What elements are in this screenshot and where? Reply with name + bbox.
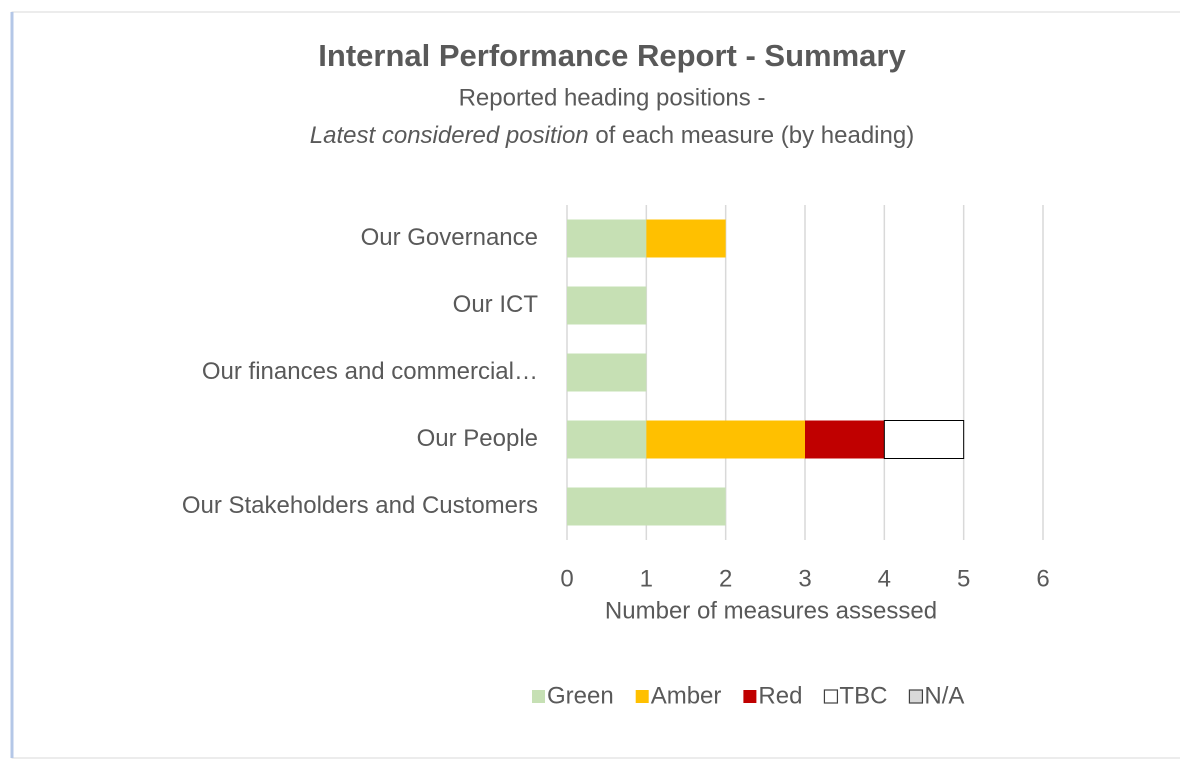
legend-swatch (532, 690, 545, 703)
y-tick-label: Our People (417, 425, 538, 452)
y-tick-label: Our finances and commercial… (202, 358, 538, 385)
subtitle-rest: of each measure (by heading) (589, 122, 915, 149)
x-tick-label: 4 (878, 565, 891, 592)
legend-swatch (823, 689, 839, 704)
bar-segment (567, 353, 647, 392)
bar-segment (883, 420, 965, 459)
y-tick-label: Our Stakeholders and Customers (182, 492, 538, 519)
chart-title: Internal Performance Report - Summary (318, 38, 906, 73)
x-tick-label: 0 (560, 565, 573, 592)
y-tick-label: Our Governance (361, 224, 538, 251)
chart-subtitle: Reported heading positions - (459, 84, 766, 111)
bar-segment (646, 219, 726, 258)
legend-label: Red (758, 682, 802, 709)
bar-segment (567, 219, 647, 258)
subtitle-italic: Latest considered position (310, 122, 589, 149)
legend-label: Amber (651, 682, 722, 709)
x-tick-label: 6 (1036, 565, 1049, 592)
bar-segment (567, 286, 647, 325)
legend-label: N/A (924, 682, 964, 709)
legend-label: TBC (839, 682, 887, 709)
x-tick-label: 1 (640, 565, 653, 592)
bar-segment (646, 420, 805, 459)
bar-segment (805, 420, 885, 459)
x-tick-label: 2 (719, 565, 732, 592)
x-axis-label: Number of measures assessed (605, 597, 937, 624)
legend-label: Green (547, 682, 614, 709)
chart-subtitle: Latest considered position of each measu… (310, 122, 914, 149)
legend-swatch (635, 690, 649, 703)
y-tick-label: Our ICT (453, 291, 539, 318)
legend-swatch (908, 689, 924, 704)
x-tick-label: 3 (798, 565, 811, 592)
x-tick-label: 5 (957, 565, 970, 592)
bar-segment (567, 420, 647, 459)
bar-segment (567, 487, 726, 526)
legend-swatch (743, 690, 757, 703)
